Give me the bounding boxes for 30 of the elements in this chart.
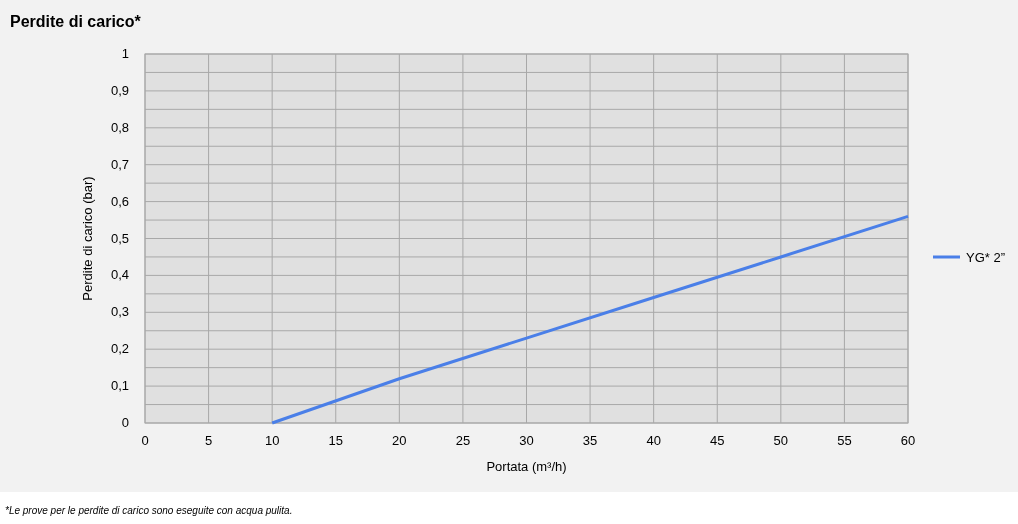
x-tick-label: 5 bbox=[204, 433, 213, 448]
x-tick-label: 40 bbox=[646, 433, 661, 448]
x-tick-label: 50 bbox=[773, 433, 789, 448]
chart-title: Perdite di carico* bbox=[10, 13, 142, 30]
y-tick-label: 0,7 bbox=[110, 156, 129, 172]
y-tick-label: 0,4 bbox=[110, 267, 129, 283]
y-tick-label: 0,1 bbox=[110, 378, 129, 394]
y-tick-label: 0,2 bbox=[110, 341, 129, 357]
y-tick-label: 0,8 bbox=[110, 119, 129, 135]
text: *Le prove per le perdite di carico sono eseguite con acqua pulita. bbox=[5, 505, 293, 516]
line-series bbox=[270, 214, 910, 425]
x-tick-label: 10 bbox=[264, 433, 280, 448]
x-axis-title: Portata (m³/h) bbox=[486, 459, 567, 474]
x-tick-label: 35 bbox=[582, 433, 598, 448]
legend-label: YG* 2” bbox=[966, 250, 1006, 265]
y-tick-label: 0,6 bbox=[110, 193, 129, 209]
x-tick-label: 60 bbox=[900, 433, 916, 448]
x-tick-label: 45 bbox=[710, 433, 725, 448]
x-tick-label: 55 bbox=[837, 433, 852, 448]
x-tick-label: 20 bbox=[392, 433, 407, 448]
y-tick-label: 0,9 bbox=[110, 82, 129, 98]
y-axis-title: Perdite di carico (bar) bbox=[80, 176, 95, 301]
y-tick-label: 1 bbox=[121, 46, 129, 61]
y-tick-label: 0,3 bbox=[110, 304, 129, 320]
x-tick-label: 15 bbox=[328, 433, 343, 448]
y-tick-label: 0 bbox=[121, 415, 129, 430]
x-tick-label: 25 bbox=[455, 433, 471, 448]
x-tick-label: 30 bbox=[519, 433, 534, 448]
y-tick-label: 0,5 bbox=[110, 230, 129, 246]
x-tick-label: 0 bbox=[141, 433, 149, 448]
